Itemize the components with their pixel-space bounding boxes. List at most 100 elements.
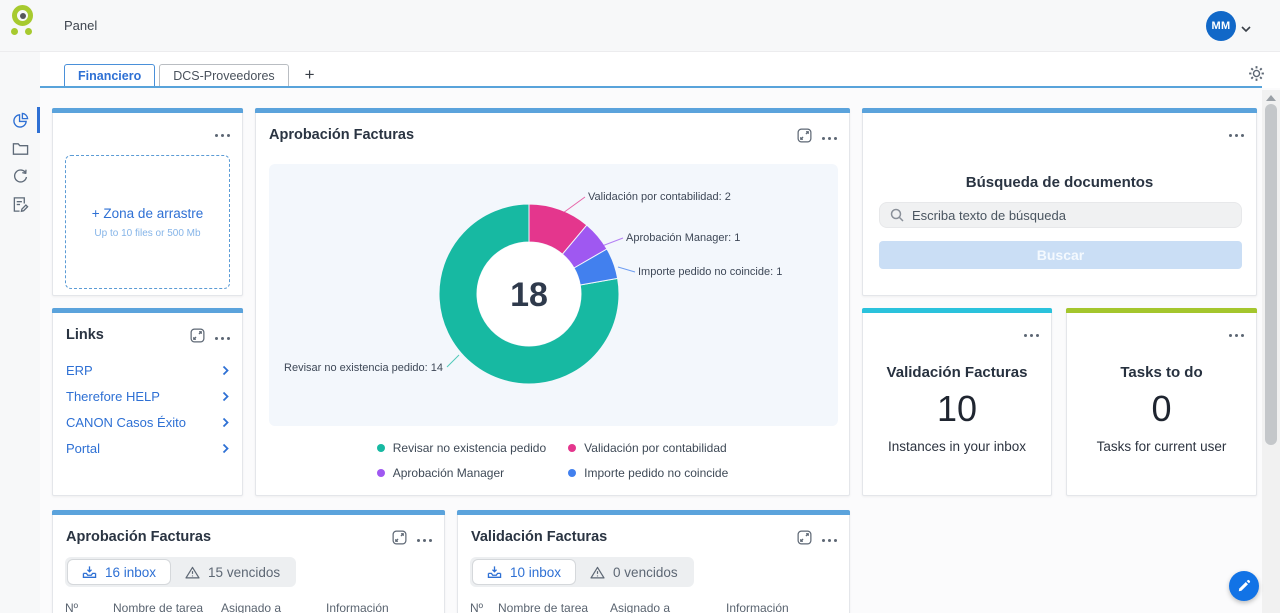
tab-financiero[interactable]: Financiero xyxy=(64,64,156,88)
buscar-button[interactable]: Buscar xyxy=(879,241,1242,269)
tab-underline xyxy=(40,86,1262,88)
link-portal[interactable]: Portal xyxy=(53,435,242,461)
search-input[interactable] xyxy=(912,207,1231,223)
widget-menu-icon[interactable] xyxy=(1229,128,1244,143)
column-header-nombre: Nombre de tarea xyxy=(498,601,589,613)
vencidos-filter-pill[interactable]: 0 vencidos xyxy=(576,559,692,585)
link-erp[interactable]: ERP xyxy=(53,357,242,383)
chevron-right-icon xyxy=(222,417,229,427)
widget-menu-icon[interactable] xyxy=(417,533,432,548)
legend-item[interactable]: Revisar no existencia pedido xyxy=(376,441,546,455)
column-header-asignado: Asignado a xyxy=(221,601,282,613)
sidebar-item-workflow[interactable] xyxy=(0,162,40,190)
widget-menu-icon[interactable] xyxy=(215,128,230,143)
inbox-filter-label: 10 inbox xyxy=(510,564,562,580)
vencidos-filter-label: 15 vencidos xyxy=(208,564,281,580)
add-tab-button[interactable]: + xyxy=(304,65,315,84)
tab-dcs-proveedores[interactable]: DCS-Proveedores xyxy=(159,64,289,88)
column-header-informacion: Información xyxy=(726,601,789,613)
widget-menu-icon[interactable] xyxy=(822,131,837,146)
legend-label: Validación por contabilidad xyxy=(584,441,727,455)
edit-dashboard-fab[interactable] xyxy=(1229,571,1259,601)
widget-menu-icon[interactable] xyxy=(1024,328,1039,343)
count-value: 0 xyxy=(1151,388,1172,429)
tab-bar: Financiero DCS-Proveedores + xyxy=(40,52,1280,88)
donut-chart[interactable]: 18 Revisar no existencia pedido: 14 Valida… xyxy=(269,164,838,426)
donut-data-label: Revisar no existencia pedido: 14 xyxy=(284,362,443,374)
inbox-filter-pill[interactable]: 16 inbox xyxy=(67,559,172,585)
label-leader-line xyxy=(446,354,460,368)
tasks-count-widget: Tasks to do 0 Tasks for current user xyxy=(1066,308,1257,496)
legend-label: Importe pedido no coincide xyxy=(584,466,729,480)
inbox-icon xyxy=(82,566,97,578)
widget-accent-bar xyxy=(862,108,1257,113)
column-header-informacion: Información xyxy=(326,601,389,613)
sync-icon xyxy=(13,168,27,183)
inbox-filter-label: 16 inbox xyxy=(105,564,157,580)
dropzone-widget: + Zona de arrastre Up to 10 files or 500… xyxy=(52,108,243,296)
aprobacion-table-widget: Aprobación Facturas 16 inbox 15 ven xyxy=(52,510,445,613)
chevron-right-icon xyxy=(222,391,229,401)
column-header-numero: Nº xyxy=(470,601,484,613)
warning-icon xyxy=(590,566,605,578)
widget-accent-bar xyxy=(52,108,243,113)
search-box xyxy=(879,202,1242,228)
link-therefore-help[interactable]: Therefore HELP xyxy=(53,383,242,409)
chevron-right-icon xyxy=(222,443,229,453)
scroll-up-arrow-icon[interactable] xyxy=(1266,95,1276,101)
vencidos-filter-pill[interactable]: 15 vencidos xyxy=(171,559,294,585)
legend-dot-icon xyxy=(568,469,577,477)
widget-title: Tasks to do xyxy=(1120,364,1203,381)
expand-icon[interactable] xyxy=(797,530,812,550)
widget-menu-icon[interactable] xyxy=(1229,328,1244,343)
widget-title: Búsqueda de documentos xyxy=(965,174,1154,191)
validacion-count-widget: Validación Facturas 10 Instances in your… xyxy=(862,308,1052,496)
legend-item[interactable]: Importe pedido no coincide xyxy=(568,466,728,480)
widget-accent-bar xyxy=(862,308,1052,313)
label-leader-line xyxy=(617,266,636,273)
expand-icon[interactable] xyxy=(392,530,407,550)
logo-dot-icon xyxy=(25,28,32,35)
widget-accent-bar xyxy=(457,510,850,515)
legend-item[interactable]: Validación por contabilidad xyxy=(568,441,728,455)
count-value: 10 xyxy=(936,388,978,429)
count-subtitle: Instances in your inbox xyxy=(887,439,1027,454)
scrollbar-thumb[interactable] xyxy=(1265,104,1277,445)
gear-icon[interactable] xyxy=(1248,65,1265,82)
avatar[interactable]: MM xyxy=(1206,11,1236,41)
chevron-down-icon[interactable] xyxy=(1240,21,1252,39)
widget-accent-bar xyxy=(52,308,243,313)
link-label: CANON Casos Éxito xyxy=(66,414,186,430)
edit-note-icon xyxy=(13,196,29,212)
widget-menu-icon[interactable] xyxy=(215,331,230,346)
file-drop-zone[interactable]: + Zona de arrastre Up to 10 files or 500… xyxy=(65,155,230,289)
link-label: Portal xyxy=(66,440,100,456)
donut-hole xyxy=(477,242,581,346)
sidebar-item-tasks[interactable] xyxy=(0,190,40,218)
app-header: Panel MM xyxy=(0,0,1280,52)
filter-pillbar: 10 inbox 0 vencidos xyxy=(470,557,694,587)
widget-title: Validación Facturas xyxy=(471,529,608,545)
expand-icon[interactable] xyxy=(190,328,205,348)
links-widget: Links ERP Therefore HELP CANON Casos Éxi… xyxy=(52,308,243,496)
sidebar-item-documents[interactable] xyxy=(0,134,40,162)
filter-pillbar: 16 inbox 15 vencidos xyxy=(65,557,297,587)
widget-accent-bar xyxy=(52,510,445,515)
legend-label: Aprobación Manager xyxy=(392,466,505,480)
column-header-numero: Nº xyxy=(65,601,79,613)
chart-legend: Revisar no existencia pedido Validación p… xyxy=(256,441,849,480)
pencil-icon xyxy=(1238,579,1251,592)
vertical-scrollbar[interactable] xyxy=(1262,90,1280,613)
sidebar-item-dashboards[interactable] xyxy=(0,106,40,134)
expand-icon[interactable] xyxy=(797,128,812,148)
count-subtitle: Tasks for current user xyxy=(1096,439,1227,454)
widget-menu-icon[interactable] xyxy=(822,533,837,548)
link-canon-casos-exito[interactable]: CANON Casos Éxito xyxy=(53,409,242,435)
legend-item[interactable]: Aprobación Manager xyxy=(376,466,546,480)
legend-dot-icon xyxy=(376,444,385,452)
widget-accent-bar xyxy=(1066,308,1257,313)
folder-icon xyxy=(12,142,28,155)
inbox-filter-pill[interactable]: 10 inbox xyxy=(472,559,577,585)
legend-dot-icon xyxy=(376,469,385,477)
widget-title: Aprobación Facturas xyxy=(269,127,415,143)
